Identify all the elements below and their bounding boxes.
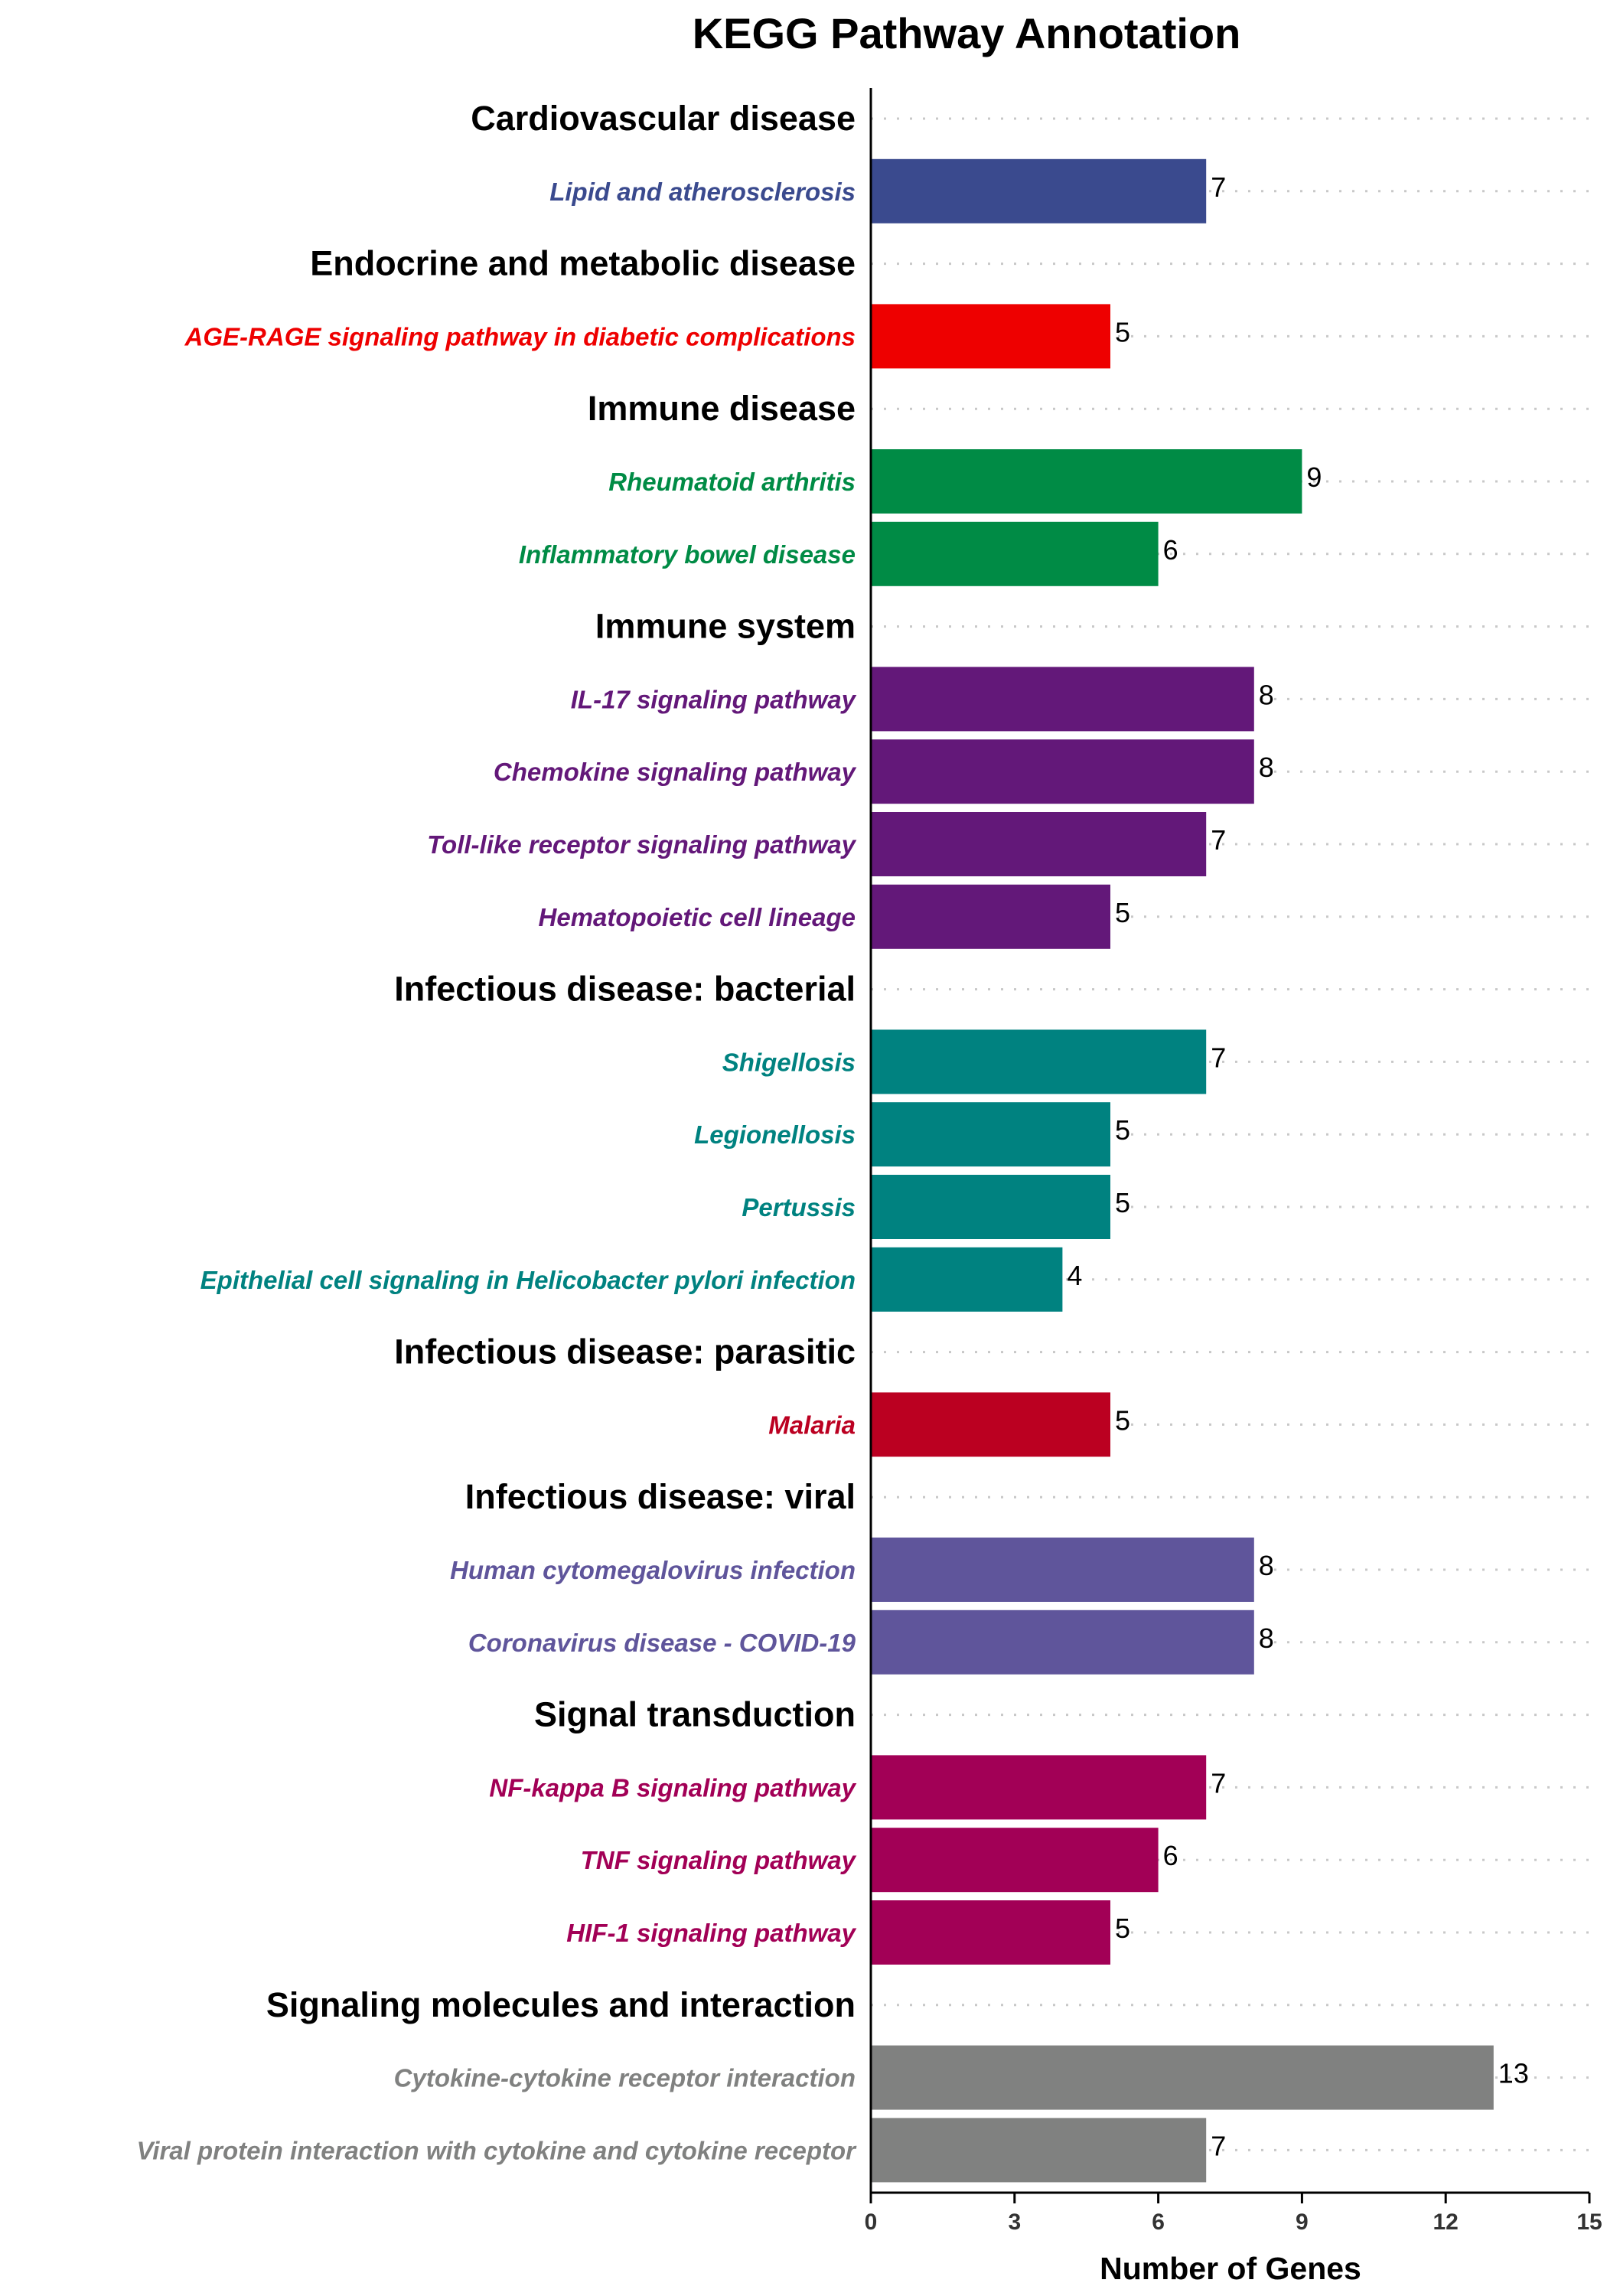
pathway-label: Cytokine-cytokine receptor interaction xyxy=(394,2064,856,2092)
x-tick-label: 9 xyxy=(1296,2210,1309,2235)
value-label: 6 xyxy=(1163,1840,1178,1871)
category-label: Infectious disease: bacterial xyxy=(394,970,856,1009)
category-label: Immune disease xyxy=(588,389,856,428)
value-label: 8 xyxy=(1259,679,1274,710)
pathway-label: Legionellosis xyxy=(694,1120,856,1149)
bar xyxy=(871,884,1110,949)
value-label: 13 xyxy=(1498,2058,1529,2089)
value-label: 9 xyxy=(1306,461,1322,493)
pathway-label: Chemokine signaling pathway xyxy=(494,758,857,786)
bar xyxy=(871,1175,1110,1239)
bar xyxy=(871,2118,1207,2183)
pathway-label: Epithelial cell signaling in Helicobacte… xyxy=(200,1266,856,1294)
bar xyxy=(871,1609,1254,1675)
category-label: Cardiovascular disease xyxy=(471,99,856,138)
pathway-label: Hematopoietic cell lineage xyxy=(539,903,856,931)
chart-title: KEGG Pathway Annotation xyxy=(693,9,1241,57)
x-tick-label: 0 xyxy=(865,2210,878,2235)
value-label: 7 xyxy=(1211,824,1226,856)
bar xyxy=(871,1900,1110,1965)
pathway-label: TNF signaling pathway xyxy=(581,1846,857,1874)
x-tick-label: 12 xyxy=(1433,2210,1459,2235)
pathway-label: Viral protein interaction with cytokine … xyxy=(137,2136,858,2164)
value-label: 8 xyxy=(1259,1623,1274,1654)
value-label: 5 xyxy=(1115,1187,1130,1218)
value-label: 5 xyxy=(1115,316,1130,347)
value-label: 7 xyxy=(1211,1767,1226,1799)
pathway-label: Malaria xyxy=(768,1411,856,1439)
pathway-label: Inflammatory bowel disease xyxy=(519,540,856,569)
value-label: 5 xyxy=(1115,1913,1130,1944)
value-label: 5 xyxy=(1115,897,1130,928)
bar xyxy=(871,158,1207,223)
category-label: Infectious disease: viral xyxy=(465,1477,856,1516)
x-axis-title: Number of Genes xyxy=(1100,2251,1361,2286)
x-tick-label: 6 xyxy=(1152,2210,1165,2235)
value-label: 5 xyxy=(1115,1404,1130,1436)
pathway-label: Shigellosis xyxy=(722,1048,856,1076)
pathway-label: HIF-1 signaling pathway xyxy=(566,1919,856,1947)
pathway-label: Human cytomegalovirus infection xyxy=(450,1556,856,1584)
axis-layer: 0 3 6 9 12 15 xyxy=(865,88,1602,2235)
value-label: 4 xyxy=(1067,1260,1082,1291)
bar xyxy=(871,2045,1494,2110)
bar xyxy=(871,1828,1159,1893)
label-layer: Cardiovascular disease Lipid and atherosc… xyxy=(137,99,1529,2164)
value-label: 7 xyxy=(1211,171,1226,203)
grid-layer xyxy=(871,117,1589,2151)
category-label: Endocrine and metabolic disease xyxy=(310,244,856,283)
pathway-label: Lipid and atherosclerosis xyxy=(549,178,856,206)
bar xyxy=(871,1392,1110,1457)
pathway-label: IL-17 signaling pathway xyxy=(571,685,857,713)
bar xyxy=(871,1538,1254,1602)
category-label: Immune system xyxy=(595,607,856,646)
value-label: 8 xyxy=(1259,752,1274,783)
pathway-label: Coronavirus disease - COVID-19 xyxy=(468,1629,856,1657)
value-label: 6 xyxy=(1163,534,1178,566)
category-label: Infectious disease: parasitic xyxy=(394,1332,856,1371)
bar xyxy=(871,1102,1110,1167)
value-label: 8 xyxy=(1259,1550,1274,1581)
x-tick-label: 15 xyxy=(1576,2210,1602,2235)
pathway-label: Toll-like receptor signaling pathway xyxy=(427,830,857,859)
x-tick-label: 3 xyxy=(1008,2210,1021,2235)
pathway-label: Pertussis xyxy=(742,1193,856,1221)
bar xyxy=(871,1029,1207,1094)
bar xyxy=(871,449,1302,514)
pathway-label: AGE-RAGE signaling pathway in diabetic c… xyxy=(184,322,856,351)
bar xyxy=(871,667,1254,732)
bar xyxy=(871,1755,1207,1820)
value-label: 5 xyxy=(1115,1114,1130,1146)
bar xyxy=(871,739,1254,804)
value-label: 7 xyxy=(1211,2130,1226,2161)
bar xyxy=(871,304,1110,369)
bar xyxy=(871,521,1159,586)
bar xyxy=(871,1247,1063,1312)
bar-layer xyxy=(871,158,1494,2183)
category-label: Signaling molecules and interaction xyxy=(266,1985,856,2024)
pathway-label: Rheumatoid arthritis xyxy=(608,468,856,496)
pathway-label: NF-kappa B signaling pathway xyxy=(489,1773,856,1802)
bar xyxy=(871,812,1207,876)
value-label: 7 xyxy=(1211,1042,1226,1073)
category-label: Signal transduction xyxy=(534,1695,856,1734)
